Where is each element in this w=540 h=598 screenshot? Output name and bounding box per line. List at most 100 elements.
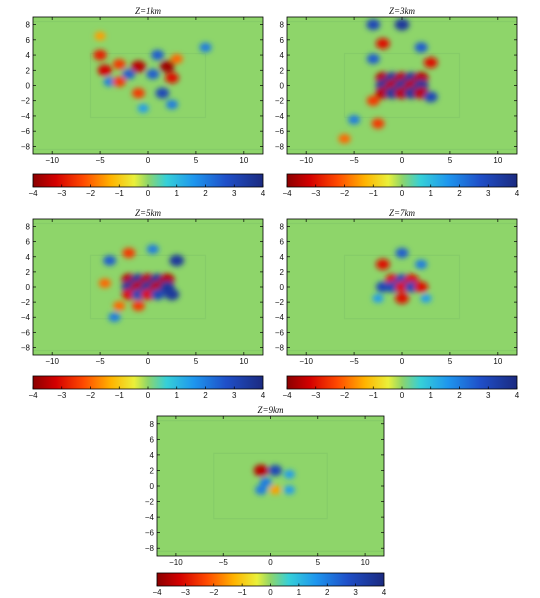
colorbar-tick-label: −1 <box>115 391 125 400</box>
colorbar-tick-label: −4 <box>152 588 162 597</box>
anomaly-blob <box>283 469 295 479</box>
y-tick-label: −8 <box>145 544 155 553</box>
colorbar-tick-label: 3 <box>232 189 237 198</box>
colorbar-tick-label: 1 <box>175 391 180 400</box>
anomaly-blob <box>420 293 432 303</box>
anomaly-blob <box>395 247 409 259</box>
grid-block <box>157 420 384 552</box>
colorbar-tick-label: −1 <box>369 391 379 400</box>
colorbar: −4 −3 −2 −1 0 1 2 3 4 <box>28 375 266 400</box>
colorbar-tick-label: 1 <box>429 391 434 400</box>
anomaly-blob <box>283 485 295 495</box>
colorbar: −4 −3 −2 −1 0 1 2 3 4 <box>282 375 520 400</box>
y-tick-label: 2 <box>280 66 285 75</box>
x-tick-label: −10 <box>169 558 183 567</box>
panel-title: Z=9km <box>257 405 284 415</box>
x-tick-label: 10 <box>493 156 502 165</box>
anomaly-blob <box>385 281 400 293</box>
grid-block <box>287 222 517 352</box>
colorbar-tick-label: 2 <box>203 391 208 400</box>
y-tick-label: 2 <box>26 66 31 75</box>
x-tick-label: 10 <box>239 357 248 366</box>
y-tick-label: 4 <box>26 253 31 262</box>
anomaly-blob <box>165 99 178 110</box>
x-tick-label: −10 <box>299 156 313 165</box>
y-tick-label: 2 <box>26 268 31 277</box>
y-tick-label: 0 <box>280 283 285 292</box>
anomaly-blob <box>150 289 165 301</box>
y-tick-label: 8 <box>26 21 31 30</box>
x-tick-label: 0 <box>400 357 405 366</box>
colorbar-gradient <box>287 174 517 187</box>
colorbar-tick-label: −2 <box>340 189 350 198</box>
anomaly-blob <box>199 42 212 53</box>
y-tick-label: −4 <box>21 112 31 121</box>
panel-title: Z=7km <box>389 208 416 218</box>
y-tick-label: −2 <box>275 298 285 307</box>
anomaly-blob <box>113 301 126 311</box>
colorbar-tick-label: −3 <box>311 189 321 198</box>
x-tick-label: 5 <box>194 357 199 366</box>
anomaly-blob <box>103 255 117 266</box>
colorbar-gradient <box>33 376 263 389</box>
colorbar-tick-label: 4 <box>261 391 266 400</box>
anomaly-blob <box>141 289 155 301</box>
anomaly-blob <box>253 464 269 477</box>
y-tick-label: −4 <box>275 313 285 322</box>
colorbar-gradient <box>157 573 384 586</box>
anomaly-blob <box>131 289 146 301</box>
y-tick-label: 0 <box>26 82 31 91</box>
anomaly-blob <box>395 281 409 293</box>
anomaly-blob <box>268 464 283 477</box>
anomaly-blob <box>423 57 438 69</box>
x-tick-label: −5 <box>96 156 106 165</box>
y-tick-label: 6 <box>280 36 285 45</box>
anomaly-blob <box>121 289 136 301</box>
x-tick-label: 5 <box>448 357 453 366</box>
anomaly-blob <box>131 60 146 73</box>
y-tick-label: 6 <box>150 435 155 444</box>
panel-title: Z=5km <box>135 208 162 218</box>
colorbar-tick-label: 2 <box>457 189 462 198</box>
y-tick-label: −4 <box>21 313 31 322</box>
x-tick-label: 0 <box>146 156 151 165</box>
colorbar-tick-label: 3 <box>232 391 237 400</box>
anomaly-blob <box>155 87 170 99</box>
anomaly-blob <box>423 91 438 103</box>
y-tick-label: −2 <box>21 97 31 106</box>
grid-block <box>213 452 328 520</box>
y-tick-label: 4 <box>26 51 31 60</box>
y-tick-label: 6 <box>26 36 31 45</box>
x-tick-label: 0 <box>146 357 151 366</box>
y-tick-label: 2 <box>280 268 285 277</box>
panel-title: Z=3km <box>389 6 416 16</box>
x-tick-label: 5 <box>316 558 321 567</box>
y-tick-label: 0 <box>150 482 155 491</box>
anomaly-blob <box>269 485 281 495</box>
colorbar-tick-label: −3 <box>57 189 67 198</box>
x-tick-label: 10 <box>493 357 502 366</box>
colorbar-tick-label: 0 <box>146 189 151 198</box>
anomaly-blob <box>338 133 351 144</box>
colorbar-tick-label: 3 <box>486 391 491 400</box>
y-tick-label: 4 <box>280 51 285 60</box>
colorbar-tick-label: 0 <box>268 588 273 597</box>
anomaly-blob <box>146 244 159 254</box>
anomaly-blob <box>395 273 409 285</box>
x-tick-label: −5 <box>350 357 360 366</box>
x-tick-label: 10 <box>361 558 370 567</box>
y-tick-label: 8 <box>150 420 155 429</box>
x-tick-label: −10 <box>45 357 59 366</box>
colorbar: −4 −3 −2 −1 0 1 2 3 4 <box>28 173 266 198</box>
anomaly-blob <box>372 293 384 303</box>
colorbar-tick-label: −4 <box>282 391 292 400</box>
colorbar-tick-label: −2 <box>209 588 219 597</box>
colorbar-tick-label: 4 <box>261 189 266 198</box>
anomaly-blob <box>366 95 380 106</box>
colorbar-tick-label: −4 <box>282 189 292 198</box>
anomaly-blob <box>93 49 107 61</box>
anomaly-blob <box>375 258 390 270</box>
